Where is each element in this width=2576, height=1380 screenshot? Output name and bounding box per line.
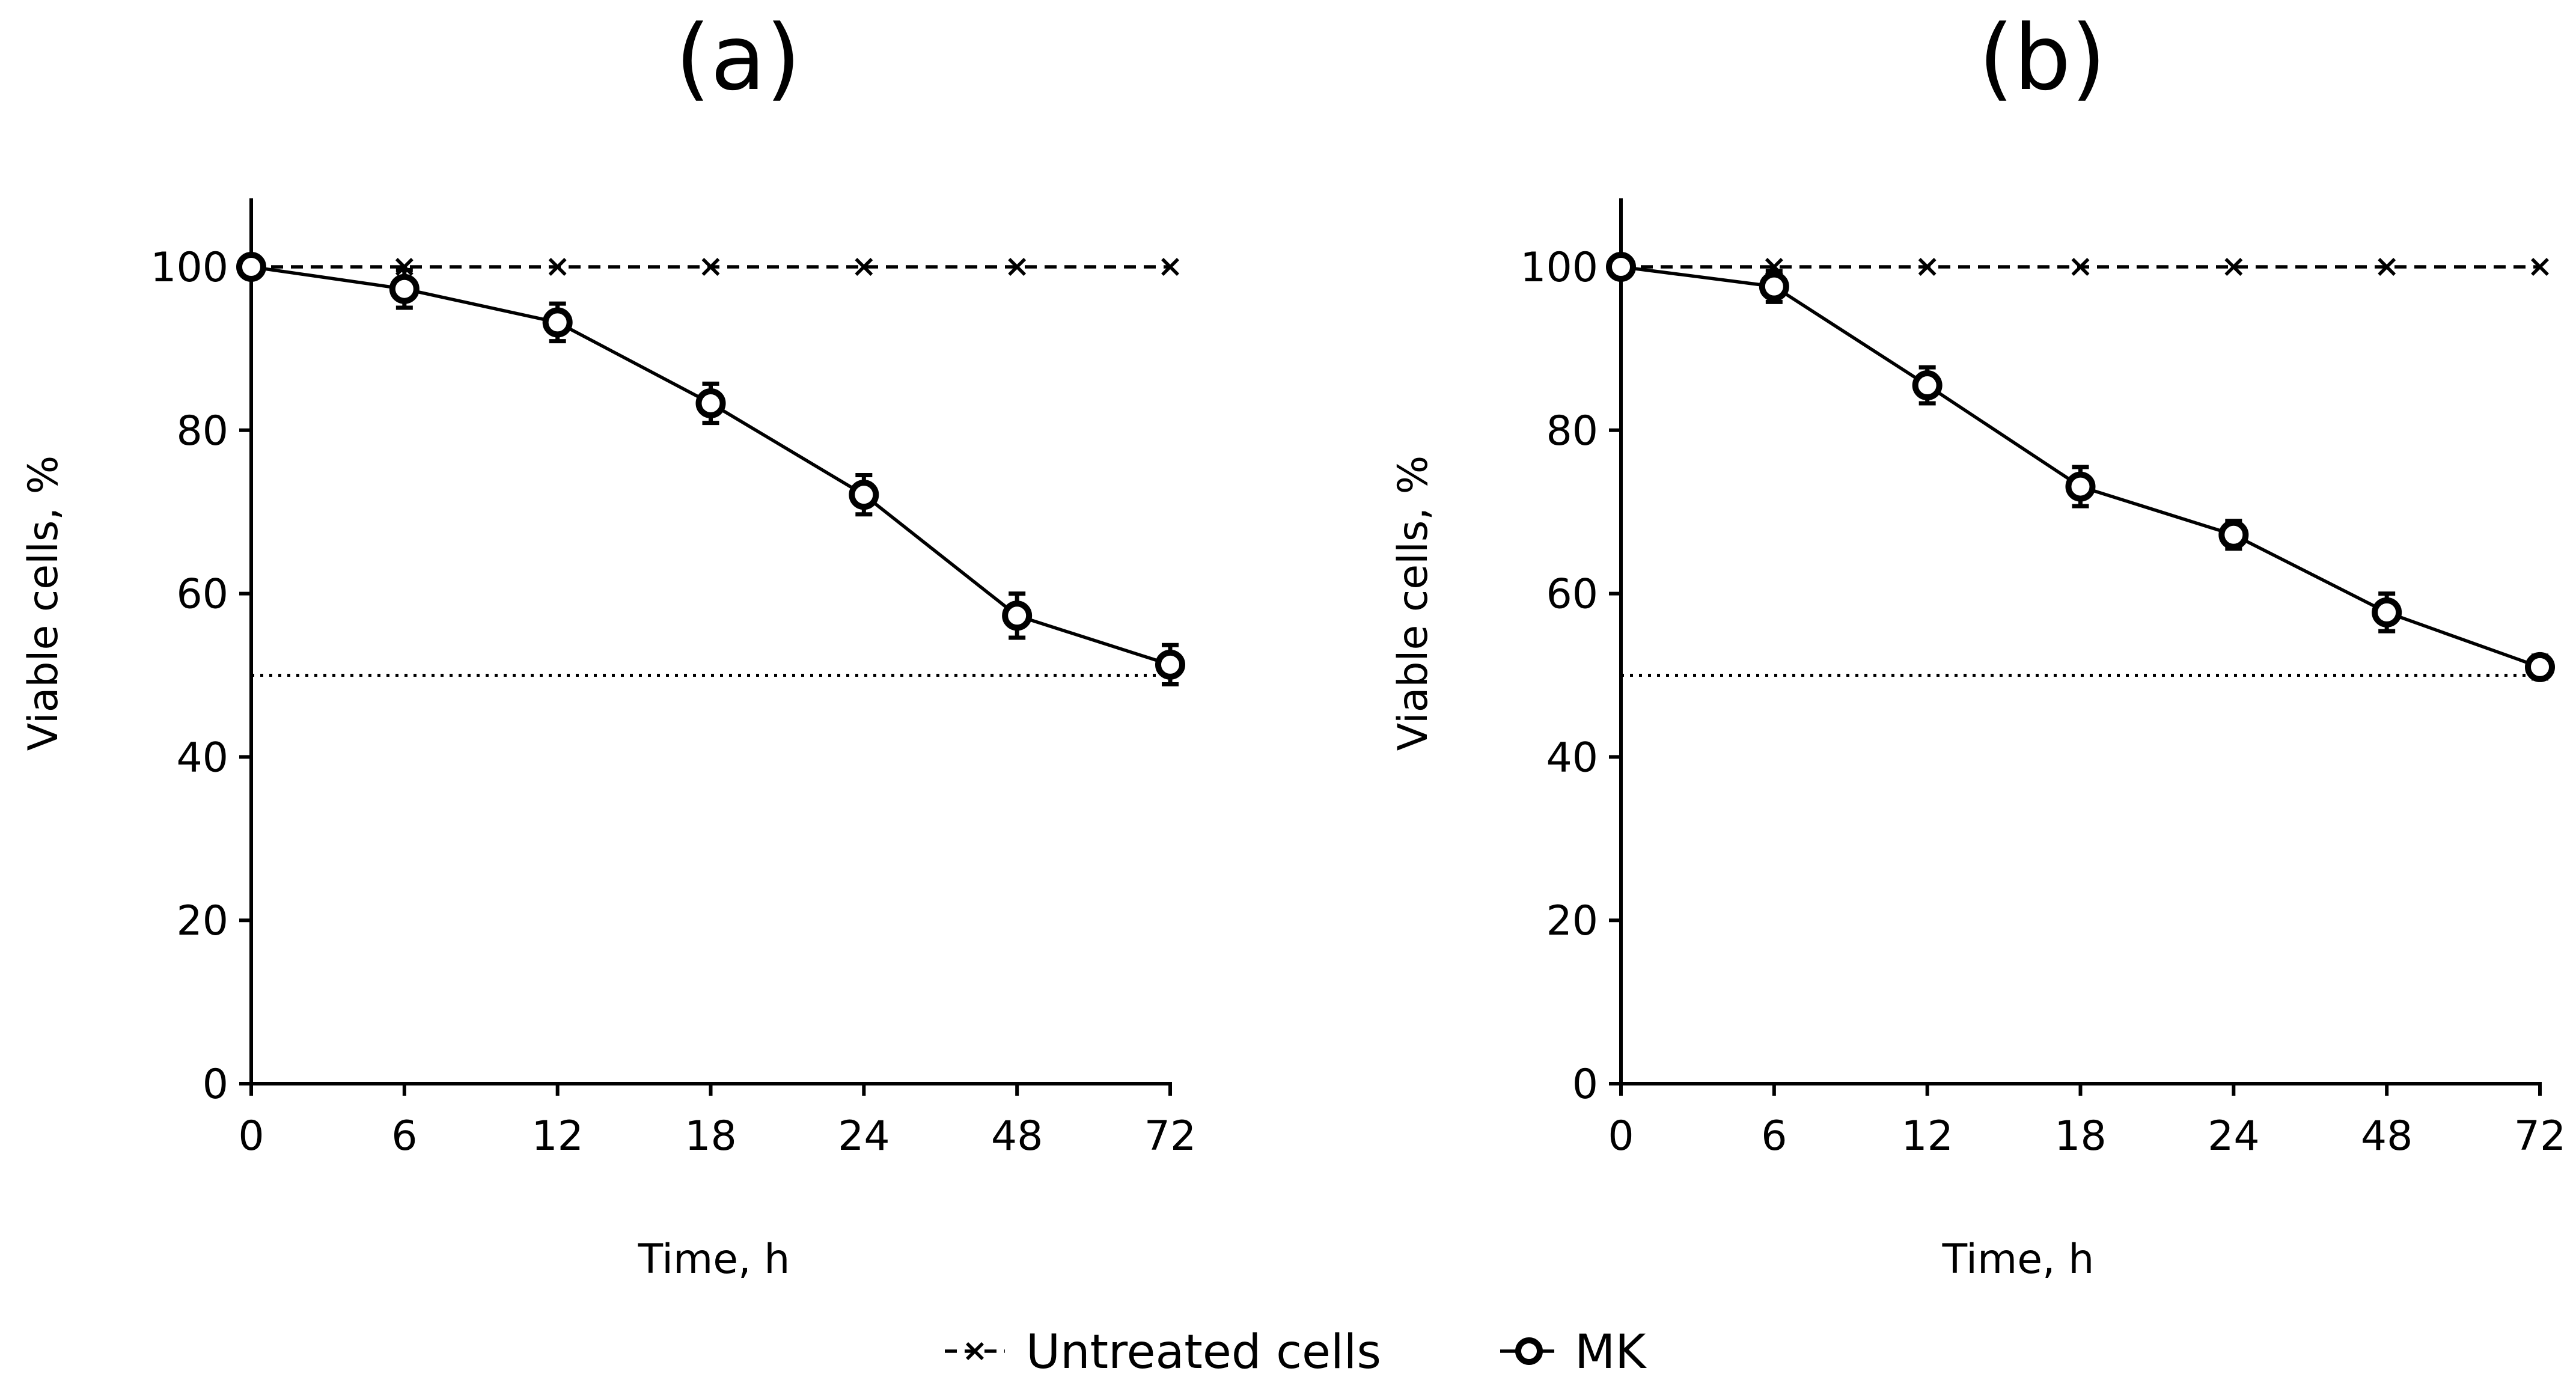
data-point-mk <box>2372 597 2402 627</box>
data-point-mk <box>1912 370 1943 401</box>
data-point-untreated <box>548 258 567 276</box>
y-tick-label: 100 <box>150 244 228 292</box>
data-point-untreated <box>2531 258 2549 276</box>
data-point-untreated <box>2378 258 2396 276</box>
data-point-mk <box>389 273 420 304</box>
legend-item-untreated: Untreated cells <box>945 1325 1381 1379</box>
x-tick-label: 12 <box>1901 1113 1953 1160</box>
data-point-mk <box>849 480 879 510</box>
y-tick-label: 60 <box>1546 571 1598 618</box>
x-tick-label: 18 <box>685 1113 737 1160</box>
x-axis-label: Time, h <box>1942 1236 2095 1283</box>
x-tick-label: 6 <box>391 1113 417 1160</box>
y-tick-label: 80 <box>1546 408 1598 455</box>
data-point-mk <box>695 388 726 418</box>
data-point-mk <box>542 307 573 338</box>
data-point-mk <box>2218 519 2249 550</box>
y-tick-label: 40 <box>176 734 228 781</box>
y-tick-label: 40 <box>1546 734 1598 781</box>
legend-label-mk: MK <box>1575 1325 1647 1379</box>
legend-x-marker <box>966 1342 984 1360</box>
data-point-untreated <box>1161 258 1179 276</box>
data-point-mk <box>1002 600 1033 631</box>
x-marker-stroke <box>1161 258 1179 276</box>
chart-panel-b: (b) 0 20 40 60 80 100 0 6 12 18 24 48 72 Time, h Viable… <box>1390 6 2566 1283</box>
legend-item-mk: MK <box>1500 1325 1647 1379</box>
chart-panel-a: (a) 0 20 40 60 80 100 0 6 12 18 24 48 72 Time, h Viable… <box>20 6 1196 1283</box>
data-point-untreated <box>1918 258 1937 276</box>
data-point-mk <box>2065 471 2096 502</box>
x-tick-label: 72 <box>2514 1113 2566 1160</box>
legend-o-marker <box>1515 1337 1543 1365</box>
y-axis-label: Viable cells, % <box>1390 456 1437 751</box>
x-tick-label: 6 <box>1761 1113 1787 1160</box>
data-point-mk <box>2525 652 2555 682</box>
y-tick-label: 20 <box>1546 897 1598 945</box>
x-tick-label: 72 <box>1144 1113 1197 1160</box>
y-tick-label: 0 <box>1572 1061 1598 1108</box>
legend: Untreated cells MK <box>945 1325 1647 1379</box>
x-tick-label: 0 <box>1608 1113 1634 1160</box>
x-tick-label: 18 <box>2054 1113 2107 1160</box>
x-tick-label: 24 <box>838 1113 890 1160</box>
data-point-untreated <box>855 258 873 276</box>
series-line-mk <box>251 265 1171 667</box>
x-marker-stroke <box>855 258 873 276</box>
x-tick-label: 48 <box>2361 1113 2413 1160</box>
legend-label-untreated: Untreated cells <box>1026 1325 1381 1379</box>
data-point-untreated <box>701 258 720 276</box>
data-point-mk <box>1759 271 1789 302</box>
x-marker-stroke <box>1008 258 1027 276</box>
x-axis-label: Time, h <box>638 1236 790 1283</box>
x-marker-stroke <box>2378 258 2396 276</box>
y-tick-label: 100 <box>1520 244 1598 292</box>
x-marker-stroke <box>548 258 567 276</box>
y-tick-label: 0 <box>203 1061 228 1108</box>
x-marker-stroke <box>701 258 720 276</box>
x-tick-label: 12 <box>531 1113 584 1160</box>
panel-title: (a) <box>676 6 801 111</box>
y-axis-label: Viable cells, % <box>20 456 67 751</box>
data-point-untreated <box>2071 258 2090 276</box>
panel-title: (b) <box>1979 6 2106 111</box>
x-tick-label: 48 <box>991 1113 1043 1160</box>
data-point-untreated <box>1008 258 1027 276</box>
y-tick-label: 60 <box>176 571 228 618</box>
x-marker-stroke <box>2071 258 2090 276</box>
x-tick-label: 24 <box>2208 1113 2260 1160</box>
y-tick-label: 20 <box>176 897 228 945</box>
x-marker-stroke <box>1918 258 1937 276</box>
y-tick-label: 80 <box>176 408 228 455</box>
x-marker-stroke <box>2531 258 2549 276</box>
data-point-untreated <box>2224 258 2243 276</box>
data-point-mk <box>1155 649 1185 680</box>
data-point-mk <box>236 252 266 282</box>
x-tick-label: 0 <box>238 1113 264 1160</box>
data-point-mk <box>1606 252 1636 282</box>
x-marker-stroke <box>2224 258 2243 276</box>
